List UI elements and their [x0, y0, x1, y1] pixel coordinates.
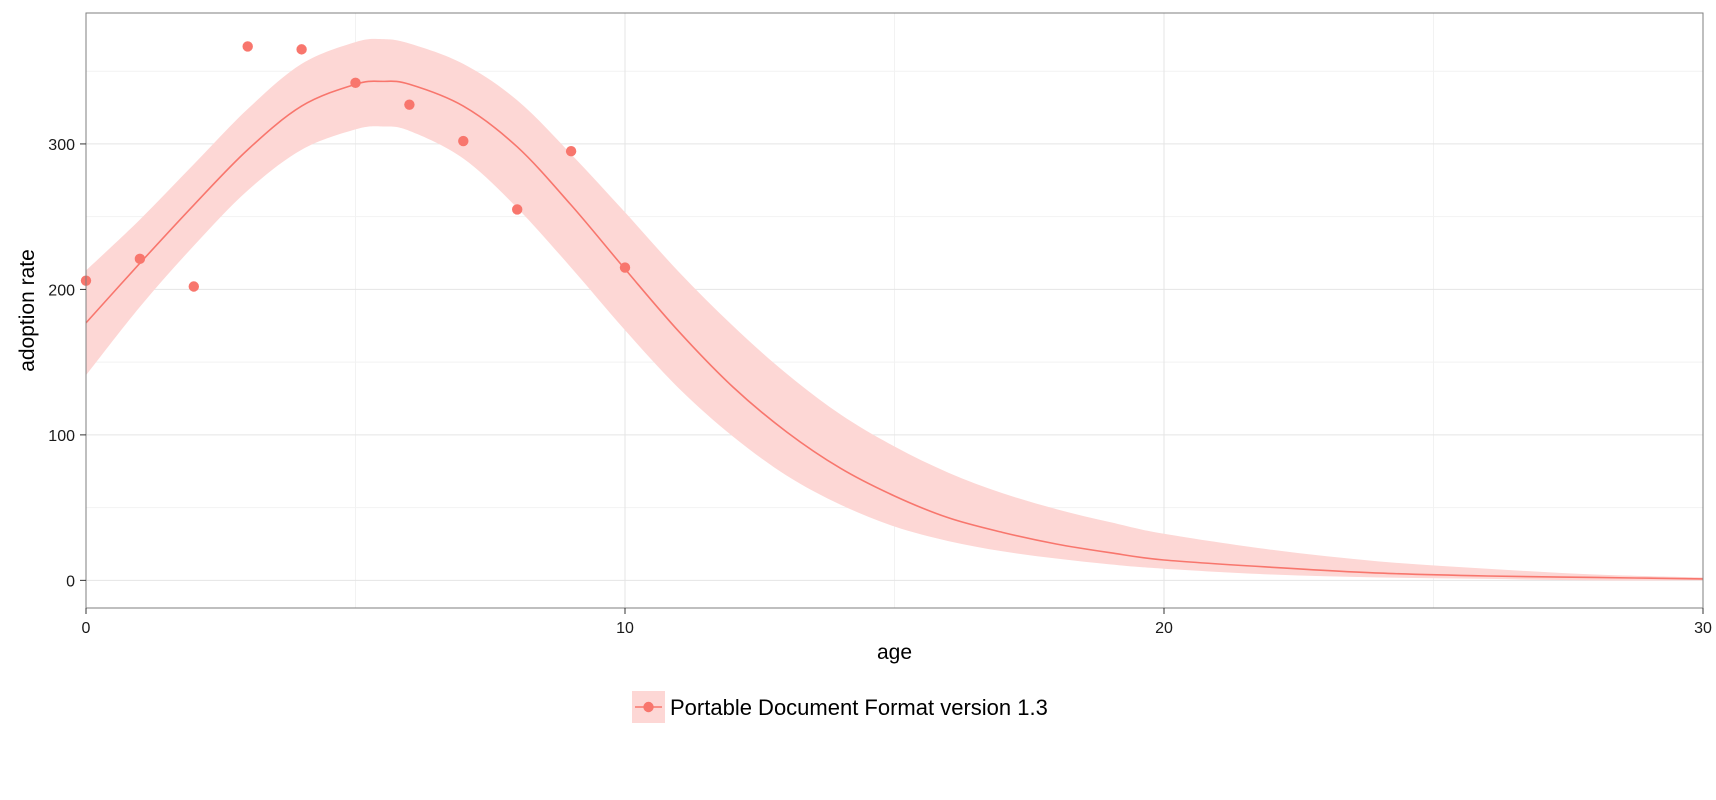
y-tick-label: 100	[48, 428, 75, 445]
data-point	[188, 281, 199, 292]
data-point	[404, 99, 415, 110]
legend: Portable Document Format version 1.3	[632, 691, 1048, 723]
data-point	[565, 146, 577, 157]
x-axis-title: age	[877, 641, 912, 664]
data-point	[512, 204, 523, 215]
data-point	[458, 135, 469, 147]
legend-label: Portable Document Format version 1.3	[670, 695, 1048, 720]
x-tick-label: 0	[82, 620, 91, 637]
x-tick-label: 10	[616, 620, 634, 637]
y-tick-label: 300	[48, 137, 75, 154]
y-tick-label: 200	[48, 282, 75, 299]
x-tick-label: 30	[1694, 620, 1712, 637]
confidence-ribbon	[86, 38, 1703, 581]
x-tick-label: 20	[1155, 620, 1173, 637]
legend-key-point	[643, 701, 654, 713]
data-point	[296, 44, 307, 55]
data-point	[242, 41, 253, 52]
x-axis: 0 10 20 30	[82, 608, 1712, 637]
panel-border	[85, 12, 1704, 609]
y-axis: 0 100 200 300	[48, 137, 86, 590]
y-axis-title: adoption rate	[16, 249, 39, 372]
y-tick-label: 0	[66, 573, 75, 590]
fitted-line	[85, 80, 1704, 580]
data-point	[134, 253, 146, 265]
data-point	[350, 77, 361, 89]
data-point	[619, 262, 631, 273]
